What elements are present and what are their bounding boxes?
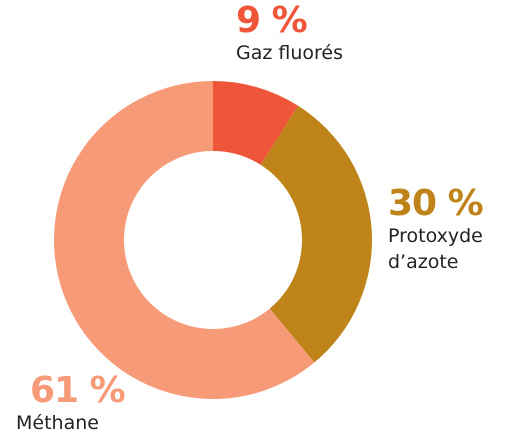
category-label: Méthane bbox=[16, 412, 99, 434]
category-label: Protoxyde d’azote bbox=[388, 225, 483, 273]
donut-slice bbox=[53, 81, 315, 400]
value-label: 9 % bbox=[236, 0, 308, 41]
donut-slice bbox=[260, 105, 372, 363]
slice-label: 9 % Gaz fluorés bbox=[236, 2, 396, 66]
slice-label: 61 % Méthane bbox=[16, 372, 176, 436]
donut-slice bbox=[213, 81, 299, 165]
slice-label: 30 % Protoxyde d’azote bbox=[388, 185, 508, 275]
value-label: 61 % bbox=[30, 370, 126, 411]
category-label: Gaz fluorés bbox=[236, 42, 343, 64]
value-label: 30 % bbox=[388, 183, 484, 224]
